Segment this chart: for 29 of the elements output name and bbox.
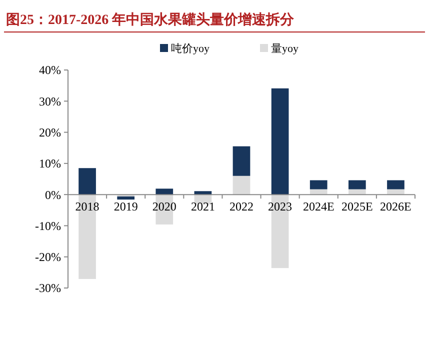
y-tick-label: -10% <box>35 218 61 233</box>
y-tick-label: 20% <box>39 125 61 140</box>
bar <box>232 176 250 195</box>
bar <box>271 88 289 195</box>
bar <box>78 168 96 195</box>
x-tick-label: 2025E <box>341 200 373 214</box>
bar <box>232 146 250 176</box>
x-tick-label: 2023 <box>268 200 292 214</box>
bar <box>310 180 328 190</box>
x-tick-label: 2024E <box>302 200 334 214</box>
x-tick-label: 2022 <box>230 200 254 214</box>
bar <box>387 180 404 190</box>
y-tick-label: -20% <box>35 250 61 264</box>
bar <box>117 196 135 200</box>
y-tick-label: 40% <box>39 63 61 78</box>
x-tick-label: 2026E <box>380 200 412 214</box>
legend-label: 吨价yoy <box>171 42 210 55</box>
x-tick-label: 2018 <box>75 200 100 214</box>
x-tick-label: 2020 <box>152 200 176 214</box>
bar <box>348 180 366 190</box>
y-tick-label: 30% <box>39 94 61 108</box>
bar <box>156 188 174 195</box>
legend-label: 量yoy <box>271 43 299 55</box>
x-tick-label: 2019 <box>114 200 138 214</box>
x-tick-label: 2021 <box>190 200 215 214</box>
y-tick-label: 0% <box>45 188 61 202</box>
y-tick-label: 10% <box>39 156 61 171</box>
chart-title: 图25：2017-2026 年中国水果罐头量价增速拆分 <box>6 12 296 28</box>
y-tick-label: -30% <box>35 281 61 296</box>
